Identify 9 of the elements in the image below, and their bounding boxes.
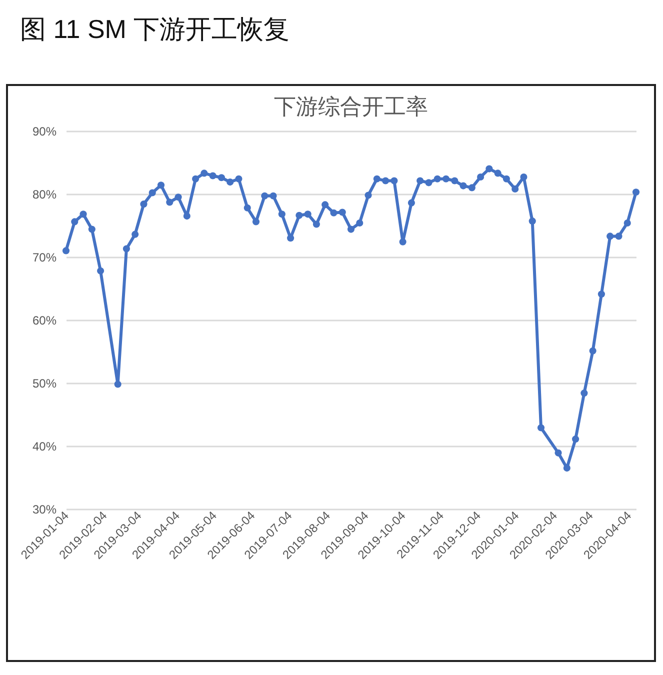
y-tick-label: 80% — [32, 188, 57, 202]
chart-subtitle: 下游综合开工率 — [274, 95, 428, 120]
chart-title: 图 11 SM 下游开工恢复 — [20, 13, 290, 46]
y-tick-label: 70% — [32, 250, 57, 264]
y-tick-label: 40% — [32, 440, 57, 454]
y-tick-label: 60% — [32, 314, 57, 328]
y-tick-label: 90% — [32, 124, 57, 138]
y-tick-label: 50% — [32, 376, 57, 390]
y-tick-label: 30% — [32, 502, 57, 516]
